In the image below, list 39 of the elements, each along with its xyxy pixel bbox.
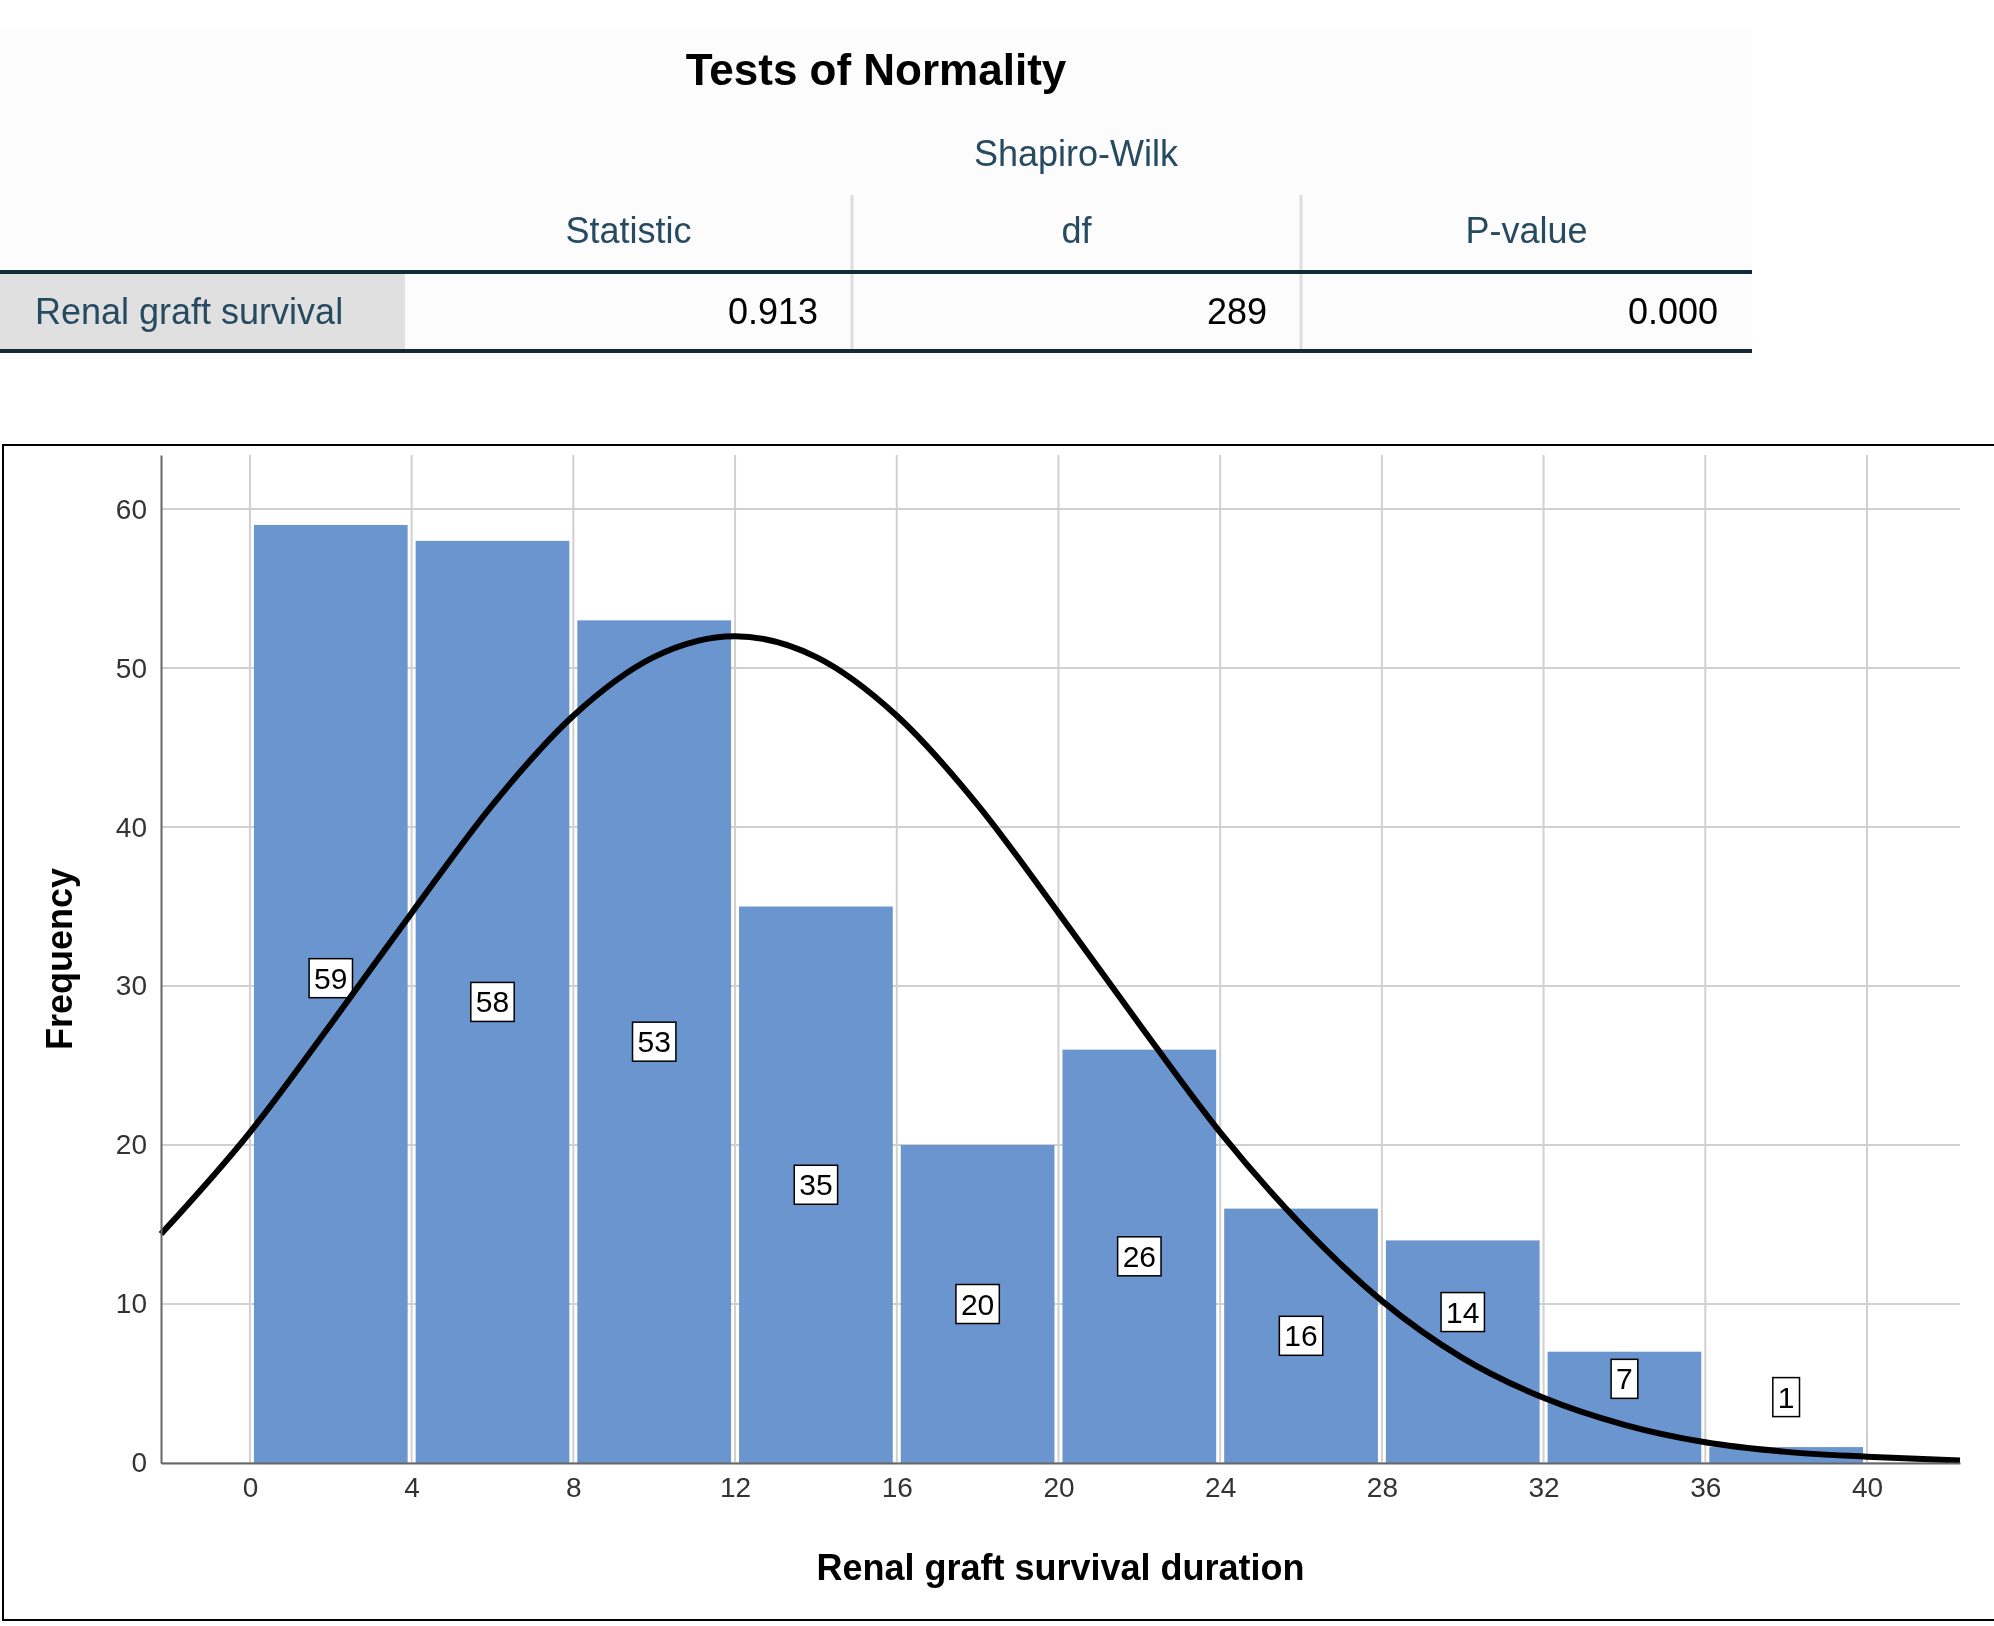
x-tick-label: 0: [242, 1471, 259, 1503]
y-tick-label: 60: [115, 493, 147, 525]
x-tick-label: 28: [1366, 1471, 1398, 1503]
x-tick-label: 4: [404, 1471, 420, 1503]
x-tick-label: 32: [1528, 1471, 1560, 1503]
x-tick-label: 36: [1690, 1471, 1722, 1503]
x-tick-label: 24: [1205, 1471, 1237, 1503]
data-label: 7: [1616, 1362, 1633, 1396]
data-label: 14: [1446, 1295, 1480, 1329]
y-tick-label: 50: [115, 652, 147, 684]
x-tick-label: 8: [566, 1471, 582, 1503]
category-label: P-value: [1465, 210, 1588, 251]
x-tick-label: 40: [1851, 1471, 1884, 1503]
y-tick-label: 30: [115, 970, 147, 1002]
y-tick-label: 10: [115, 1288, 147, 1320]
y-tick-label: 20: [115, 1129, 147, 1161]
x-tick-label: 12: [719, 1471, 752, 1503]
category-label: Statistic: [565, 210, 692, 251]
data-label: 59: [314, 961, 348, 995]
data-label: 58: [475, 985, 510, 1019]
x-tick-label: 16: [881, 1471, 913, 1503]
x-axis-title: Renal graft survival duration: [816, 1547, 1305, 1588]
data-label: 1: [1777, 1380, 1795, 1414]
x-tick-label: 20: [1043, 1471, 1075, 1503]
y-tick-label: 0: [131, 1447, 147, 1479]
y-axis-title: Frequency: [39, 867, 80, 1051]
data-label: 53: [637, 1025, 671, 1059]
data-label: 26: [1122, 1239, 1157, 1273]
text: 0.000: [1627, 291, 1718, 332]
text: 0.913: [727, 291, 818, 332]
data-label: 20: [960, 1287, 995, 1321]
text: Tests of Normality: [685, 45, 1067, 94]
category-label: df: [1061, 210, 1093, 251]
data-label: 35: [799, 1168, 833, 1202]
y-tick-label: 40: [115, 811, 147, 843]
text: 289: [1206, 291, 1267, 332]
category-label: Renal graft survival: [35, 291, 344, 332]
text: Shapiro-Wilk: [973, 133, 1180, 174]
data-label: 16: [1284, 1319, 1318, 1353]
